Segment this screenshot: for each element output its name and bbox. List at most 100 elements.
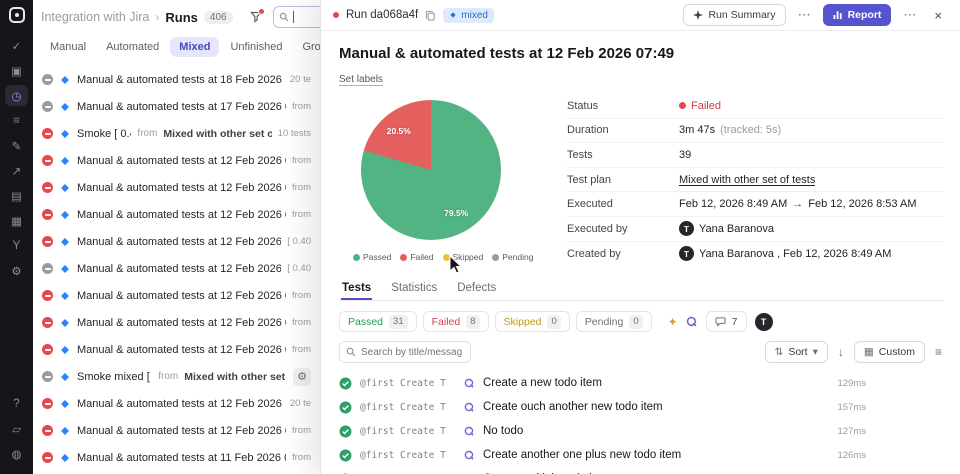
run-list-item[interactable]: Manual & automated tests at 11 Feb 2026 … — [33, 444, 320, 471]
more-button-2[interactable]: ⋯ — [898, 4, 921, 26]
book-icon[interactable]: ▤ — [11, 190, 22, 203]
tab-defects[interactable]: Defects — [456, 276, 497, 300]
passed-icon — [339, 425, 352, 438]
flaky-icon[interactable]: ✦ — [667, 314, 678, 329]
custom-columns-button[interactable]: ▦ Custom — [853, 341, 925, 364]
run-list-item[interactable]: Manual & automated tests at 12 Feb 2026 … — [33, 336, 320, 363]
run-summary-label: Run Summary — [708, 9, 776, 21]
clipboard-icon[interactable]: ▣ — [11, 65, 22, 78]
detail-label: Status — [567, 99, 599, 112]
trend-icon[interactable]: ↗ — [11, 165, 22, 178]
run-list-item[interactable]: Manual & automated tests at 12 Feb 2026 … — [33, 309, 320, 336]
chip-passed[interactable]: Passed 31 — [339, 311, 417, 333]
tab-mixed[interactable]: Mixed — [170, 37, 220, 57]
test-plan-link[interactable]: Mixed with other set of tests — [679, 173, 816, 186]
more-icon: ⋯ — [797, 7, 811, 22]
run-list-item[interactable]: Manual & automated tests at 12 Feb 2026 … — [33, 417, 320, 444]
results-pie-chart[interactable]: 20.5% 79.5% — [361, 100, 501, 240]
test-duration: 126ms — [837, 449, 866, 461]
breadcrumb-parent[interactable]: Integration with Jira — [41, 10, 150, 24]
tests-search-box[interactable] — [339, 341, 471, 364]
help-icon[interactable]: ? — [13, 397, 20, 410]
run-summary-button[interactable]: Run Summary — [683, 4, 786, 26]
sort-direction-button[interactable]: ↓ — [836, 345, 846, 359]
runs-list-panel: Integration with Jira › Runs 406 × Manua… — [33, 0, 320, 474]
branch-icon[interactable]: Y — [12, 239, 21, 252]
passed-icon — [339, 401, 352, 414]
test-row[interactable]: @first Create T Create multiple todo ite… — [339, 467, 944, 474]
run-row-title: Manual & automated tests at 12 Feb 2026 … — [77, 154, 286, 167]
runs-search-box[interactable] — [272, 6, 320, 28]
toolbar-cluster: ⇅ Sort ▾ ↓ ▦ Custom ≡ — [764, 341, 944, 364]
list-icon[interactable]: ≡ — [13, 114, 20, 127]
tab-tests[interactable]: Tests — [341, 276, 372, 300]
run-row-title: Smoke [ 0.40 ] — [77, 127, 131, 140]
row-density-button[interactable]: ≡ — [933, 345, 944, 359]
filter-button[interactable] — [245, 6, 267, 28]
detail-label: Executed by — [567, 222, 628, 235]
run-list-item[interactable]: Manual & automated tests at 12 Feb 2026 … — [33, 282, 320, 309]
automation-filter-icon[interactable] — [686, 316, 698, 328]
assignee-avatar[interactable]: T — [754, 312, 773, 331]
grid-icon[interactable]: ▦ — [11, 215, 22, 228]
run-list-item[interactable]: Manual & automated tests at 12 Feb 2026 … — [33, 255, 320, 282]
tests-list: @first Create T Create a new todo item 1… — [339, 371, 944, 474]
tests-search-input[interactable] — [361, 346, 464, 358]
detail-label: Test plan — [567, 173, 612, 186]
run-list-item[interactable]: Manual & automated tests at 12 Feb 2026 … — [33, 174, 320, 201]
tab-manual[interactable]: Manual — [41, 37, 95, 57]
set-labels-link[interactable]: Set labels — [339, 74, 383, 86]
results-chart: 20.5% 79.5% Passed Failed Skipped Pending — [339, 94, 551, 266]
legend-pending: Pending — [492, 252, 533, 262]
runs-search-input[interactable] — [297, 11, 318, 23]
run-list-item[interactable]: Manual & automated tests at 12 Feb 2026 … — [33, 228, 320, 255]
chip-failed[interactable]: Failed 8 — [422, 311, 489, 333]
run-list-item[interactable]: Manual & automated tests at 12 Feb 2026 … — [33, 390, 320, 417]
tab-unfinished[interactable]: Unfinished — [221, 37, 291, 57]
legend-label: Pending — [502, 252, 534, 262]
pencil-icon[interactable]: ✎ — [11, 140, 22, 153]
run-list-item[interactable]: Smoke mixed [ 0.40 ] from Mixed with oth… — [33, 363, 320, 390]
run-row-from: from — [137, 128, 158, 139]
run-settings-button[interactable]: ⚙ — [293, 367, 311, 386]
run-type-tag[interactable]: mixed — [443, 7, 494, 23]
tab-group[interactable]: Group — [293, 37, 320, 57]
sort-button[interactable]: ⇅ Sort ▾ — [764, 341, 828, 364]
test-row[interactable]: @first Create T Create a new todo item 1… — [339, 371, 944, 395]
app-logo[interactable] — [8, 7, 25, 23]
run-list-item[interactable]: Manual & automated tests at 12 Feb 2026 … — [33, 201, 320, 228]
more-button[interactable]: ⋯ — [793, 4, 816, 26]
run-list-item[interactable]: Manual & automated tests at 18 Feb 2026 … — [33, 66, 320, 93]
check-icon[interactable]: ✓ — [11, 40, 22, 53]
comments-chip[interactable]: 7 — [705, 311, 747, 333]
tab-statistics[interactable]: Statistics — [390, 276, 438, 300]
run-list-item[interactable]: Manual & automated tests at 12 Feb 2026 … — [33, 147, 320, 174]
test-path: @first Create T — [360, 449, 446, 461]
test-row[interactable]: @first Create T Create another one plus … — [339, 443, 944, 467]
tests-toolbar: ⇅ Sort ▾ ↓ ▦ Custom ≡ — [339, 341, 944, 364]
layers-icon[interactable]: ▱ — [12, 423, 21, 436]
custom-label: Custom — [878, 346, 915, 359]
report-button[interactable]: Report — [822, 4, 892, 26]
test-row[interactable]: @first Create T No todo 127ms — [339, 419, 944, 443]
run-row-meta: 10 tests — [277, 128, 311, 139]
gear-icon[interactable]: ⚙ — [11, 265, 22, 278]
chip-pending[interactable]: Pending 0 — [575, 311, 652, 333]
globe-icon[interactable]: ◍ — [11, 448, 22, 461]
run-list-item[interactable]: Manual & automated tests at 17 Feb 2026 … — [33, 93, 320, 120]
clock-icon[interactable]: ◷ — [5, 85, 28, 106]
copy-icon[interactable] — [425, 10, 436, 21]
run-status-icon — [42, 101, 53, 112]
run-status-icon — [42, 209, 53, 220]
chip-skipped[interactable]: Skipped 0 — [494, 311, 570, 333]
detail-row: Tests 39 — [567, 143, 944, 168]
drawer-body: Manual & automated tests at 12 Feb 2026 … — [321, 31, 960, 474]
close-drawer-button[interactable]: × — [928, 8, 948, 23]
automation-icon — [464, 378, 474, 388]
test-title: Create a new todo item — [483, 377, 602, 390]
sort-label: Sort — [788, 346, 808, 359]
test-row[interactable]: @first Create T Create ouch another new … — [339, 395, 944, 419]
tab-automated[interactable]: Automated — [97, 37, 168, 57]
run-list-item[interactable]: Smoke [ 0.40 ] from Mixed with other set… — [33, 120, 320, 147]
detail-row: Duration 3m 47s (tracked: 5s) — [567, 119, 944, 144]
